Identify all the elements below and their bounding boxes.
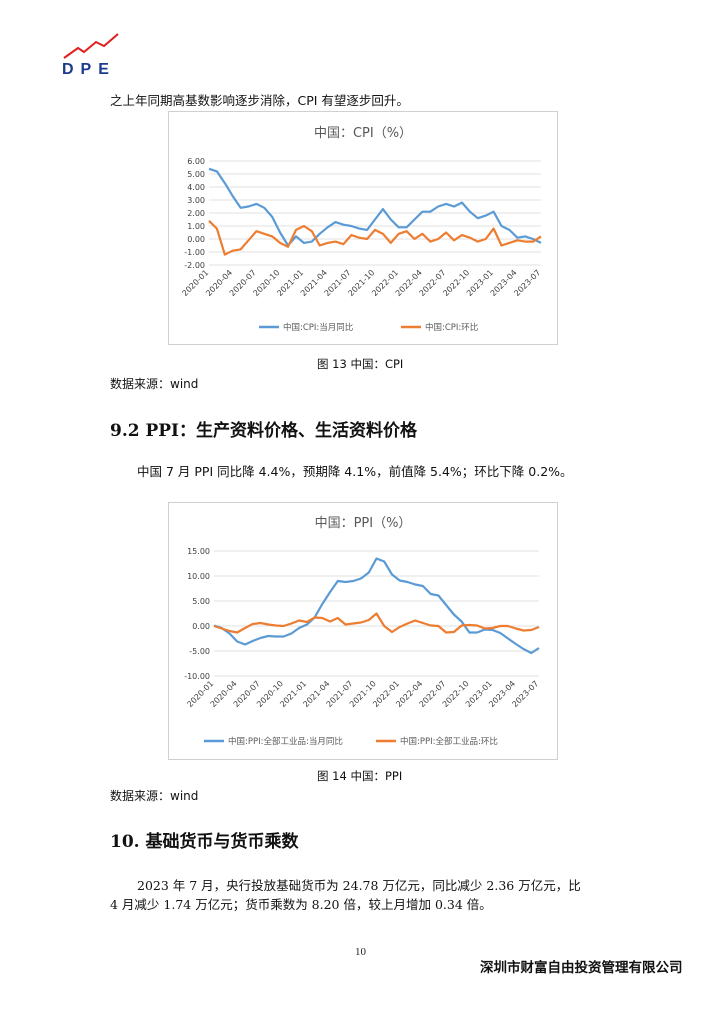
chart-title: 中国：CPI（%） bbox=[314, 126, 412, 141]
legend-label-mom: 中国:CPI:环比 bbox=[425, 322, 478, 333]
legend-label-mom: 中国:PPI:全部工业品:环比 bbox=[400, 736, 498, 747]
chart-title: 中国：PPI（%） bbox=[315, 516, 412, 531]
y-tick-label: 3.00 bbox=[187, 196, 205, 205]
y-tick-label: 5.00 bbox=[187, 170, 205, 179]
legend-label-yoy: 中国:PPI:全部工业品:当月同比 bbox=[228, 736, 343, 747]
cpi-chart-svg: 中国：CPI（%） 6.00 5.00 4.00 3.00 2.00 1.00 0.00 -1.… bbox=[180, 126, 542, 333]
section-9-2-heading: 9.2 PPI：生产资料价格、生活资料价格 bbox=[110, 421, 418, 441]
section-10-line-1: 2023 年 7 月，央行投放基础货币为 24.78 万亿元，同比减少 2.36… bbox=[137, 878, 581, 893]
section-10-line-2: 4 月减少 1.74 万亿元；货币乘数为 8.20 倍，较上月增加 0.34 倍… bbox=[110, 897, 492, 912]
dpe-logo-mark bbox=[63, 33, 119, 59]
ppi-chart: 中国：PPI（%） 15.00 10.00 5.00 0.00 -5.00 -10.00 20… bbox=[168, 502, 558, 760]
cpi-chart: 中国：CPI（%） 6.00 5.00 4.00 3.00 2.00 1.00 0.00 -1.… bbox=[168, 111, 558, 345]
x-tick-label: 2023-07 bbox=[512, 268, 542, 298]
company-name: 深圳市财富自由投资管理有限公司 bbox=[480, 960, 683, 976]
y-tick-label: -10.00 bbox=[184, 672, 210, 681]
y-tick-label: -5.00 bbox=[189, 647, 210, 656]
y-tick-label: 0.00 bbox=[187, 235, 205, 244]
ppi-data-source: 数据来源：wind bbox=[110, 789, 199, 803]
section-10-heading: 10. 基础货币与货币乘数 bbox=[110, 832, 299, 852]
page-number: 10 bbox=[355, 946, 366, 958]
logo-text: DPE bbox=[62, 61, 116, 78]
cpi-chart-caption: 图 13 中国：CPI bbox=[317, 357, 404, 371]
y-tick-label: 1.00 bbox=[187, 222, 205, 231]
ppi-chart-svg: 中国：PPI（%）15.0010.005.000.00-5.00-10.0020… bbox=[184, 516, 540, 747]
y-tick-label: -1.00 bbox=[184, 248, 205, 257]
y-tick-label: 15.00 bbox=[187, 547, 210, 556]
intro-line: 之上年同期高基数影响逐步消除，CPI 有望逐步回升。 bbox=[110, 93, 409, 108]
y-tick-label: 6.00 bbox=[187, 157, 205, 166]
logo-swoosh-icon bbox=[63, 33, 119, 59]
y-tick-label: 4.00 bbox=[187, 183, 205, 192]
ppi-chart-caption: 图 14 中国：PPI bbox=[317, 769, 403, 783]
series-line-yoy bbox=[213, 557, 540, 655]
y-tick-label: 0.00 bbox=[192, 622, 210, 631]
y-tick-label: 2.00 bbox=[187, 209, 205, 218]
section-9-2-text: 中国 7 月 PPI 同比降 4.4%，预期降 4.1%，前值降 5.4%；环比… bbox=[137, 464, 573, 479]
y-tick-label: 5.00 bbox=[192, 597, 210, 606]
y-tick-label: -2.00 bbox=[184, 261, 205, 270]
y-tick-label: 10.00 bbox=[187, 572, 210, 581]
series-line-yoy bbox=[208, 167, 542, 247]
cpi-data-source: 数据来源：wind bbox=[110, 377, 199, 391]
series-line-mom bbox=[208, 220, 542, 256]
series-line-mom bbox=[213, 612, 540, 634]
legend-label-yoy: 中国:CPI:当月同比 bbox=[283, 322, 353, 333]
